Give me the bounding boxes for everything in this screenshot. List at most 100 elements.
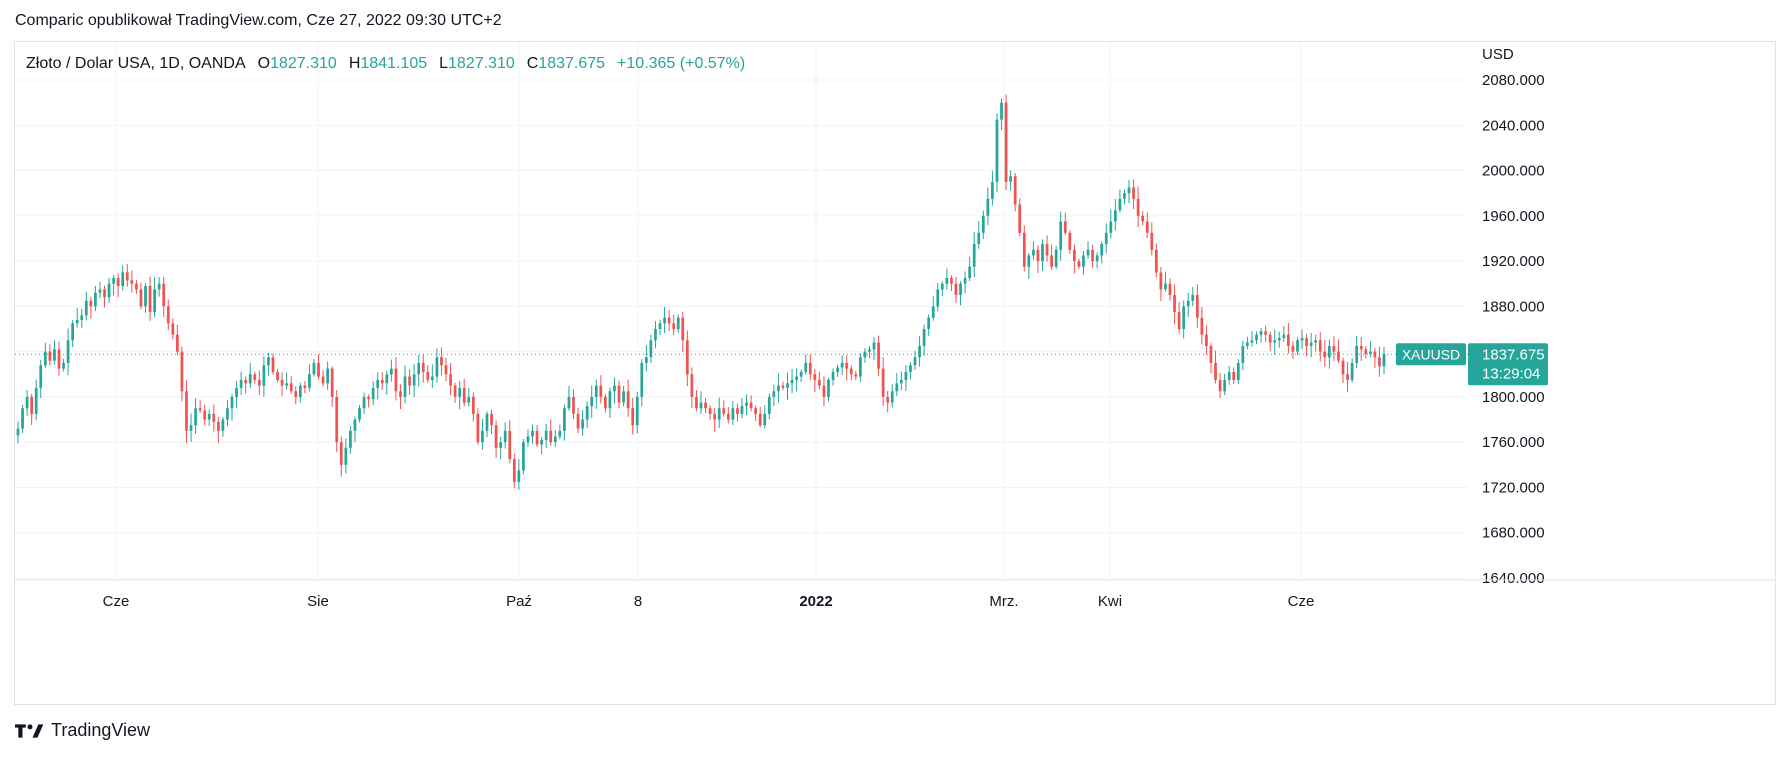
candle[interactable]	[1168, 278, 1172, 301]
candle[interactable]	[1305, 333, 1308, 357]
candle[interactable]	[176, 324, 179, 356]
candle[interactable]	[317, 354, 320, 380]
candle[interactable]	[549, 419, 553, 446]
candle[interactable]	[1036, 245, 1040, 274]
candle[interactable]	[1177, 302, 1181, 334]
candle[interactable]	[107, 277, 111, 304]
candle[interactable]	[499, 436, 503, 460]
candle[interactable]	[1232, 367, 1236, 384]
candle[interactable]	[535, 425, 539, 447]
candle[interactable]	[48, 344, 52, 366]
candle[interactable]	[125, 264, 129, 287]
candle[interactable]	[690, 367, 694, 408]
candle[interactable]	[695, 390, 698, 412]
candle[interactable]	[481, 418, 484, 450]
candle[interactable]	[740, 397, 744, 419]
candle[interactable]	[367, 394, 370, 408]
candle[interactable]	[854, 371, 858, 381]
candle[interactable]	[895, 373, 899, 397]
candle[interactable]	[503, 422, 507, 449]
candle[interactable]	[558, 424, 562, 440]
candle[interactable]	[1205, 325, 1208, 355]
candle[interactable]	[180, 346, 184, 402]
candle[interactable]	[981, 210, 985, 239]
candle[interactable]	[376, 372, 380, 400]
candle[interactable]	[654, 321, 657, 349]
candle[interactable]	[312, 359, 316, 377]
candle[interactable]	[635, 391, 639, 434]
candle[interactable]	[872, 337, 876, 360]
candle[interactable]	[936, 283, 940, 312]
candle[interactable]	[207, 409, 211, 426]
candle[interactable]	[1068, 230, 1072, 254]
candle[interactable]	[950, 275, 953, 292]
candle[interactable]	[1127, 180, 1131, 204]
candle[interactable]	[572, 389, 575, 419]
candle[interactable]	[840, 355, 844, 376]
candle[interactable]	[289, 376, 293, 395]
candle[interactable]	[808, 354, 812, 381]
candle[interactable]	[16, 421, 20, 444]
candle[interactable]	[1054, 246, 1058, 270]
candle[interactable]	[567, 385, 571, 411]
candle[interactable]	[972, 232, 976, 278]
candle[interactable]	[1309, 333, 1313, 358]
candle[interactable]	[330, 366, 334, 407]
candle[interactable]	[672, 314, 676, 336]
candle[interactable]	[959, 281, 962, 306]
candle[interactable]	[890, 384, 894, 408]
candle[interactable]	[517, 459, 521, 490]
candle[interactable]	[1059, 211, 1063, 261]
candle[interactable]	[267, 352, 270, 376]
candle[interactable]	[248, 362, 252, 389]
candle[interactable]	[494, 420, 498, 458]
candle[interactable]	[1209, 343, 1213, 374]
candle[interactable]	[216, 416, 220, 443]
candle[interactable]	[777, 373, 780, 403]
candle[interactable]	[676, 314, 680, 333]
candle[interactable]	[927, 314, 931, 336]
candle[interactable]	[1159, 266, 1163, 302]
candle[interactable]	[1318, 332, 1322, 362]
candle[interactable]	[285, 372, 289, 390]
candle[interactable]	[599, 375, 603, 404]
candle[interactable]	[804, 354, 808, 375]
candle[interactable]	[399, 384, 402, 410]
candle[interactable]	[298, 382, 302, 403]
candle[interactable]	[754, 405, 758, 422]
candle[interactable]	[321, 370, 325, 387]
candle[interactable]	[786, 372, 789, 401]
candle[interactable]	[453, 382, 457, 403]
candle[interactable]	[977, 221, 981, 249]
candle[interactable]	[1246, 336, 1249, 350]
candle[interactable]	[303, 380, 307, 394]
candle[interactable]	[836, 364, 839, 377]
candle[interactable]	[21, 404, 24, 434]
candle[interactable]	[909, 361, 912, 380]
candle[interactable]	[80, 308, 84, 328]
candle[interactable]	[886, 391, 890, 413]
candle[interactable]	[1359, 336, 1363, 361]
candle[interactable]	[71, 319, 75, 348]
candle[interactable]	[1287, 323, 1290, 354]
candle[interactable]	[462, 378, 466, 407]
candle[interactable]	[485, 411, 489, 438]
candle[interactable]	[845, 355, 849, 381]
candle[interactable]	[681, 311, 685, 352]
candle[interactable]	[198, 400, 202, 413]
candle[interactable]	[353, 416, 357, 443]
candle[interactable]	[763, 405, 767, 429]
candle[interactable]	[408, 369, 411, 396]
candle[interactable]	[212, 404, 216, 432]
candle[interactable]	[1259, 328, 1263, 343]
candle[interactable]	[62, 358, 65, 372]
candle[interactable]	[831, 368, 835, 386]
candle[interactable]	[758, 406, 762, 428]
candle[interactable]	[631, 397, 635, 435]
candle[interactable]	[1082, 250, 1085, 275]
candle[interactable]	[421, 354, 425, 383]
candle[interactable]	[1218, 372, 1222, 399]
candle[interactable]	[103, 285, 106, 308]
candle[interactable]	[471, 392, 475, 422]
candle[interactable]	[194, 398, 197, 434]
